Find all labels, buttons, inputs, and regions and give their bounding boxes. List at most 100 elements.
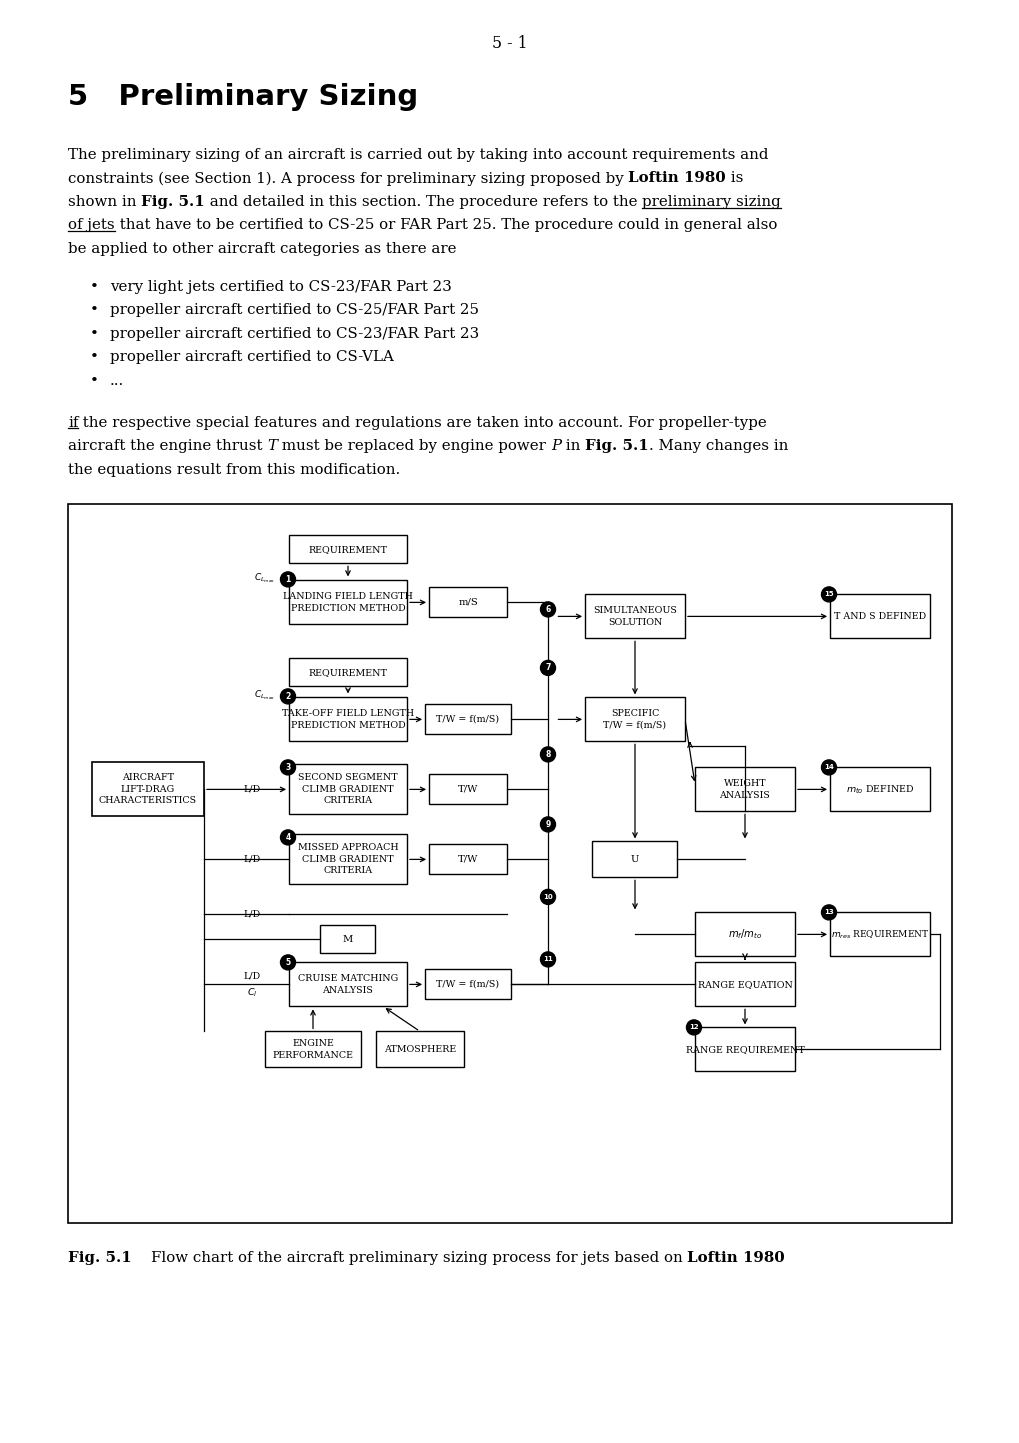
Text: $m_{to}$ DEFINED: $m_{to}$ DEFINED	[845, 784, 913, 795]
Text: M: M	[342, 935, 353, 944]
Bar	[829, 595, 929, 638]
Text: propeller aircraft certified to CS-23/FAR Part 23: propeller aircraft certified to CS-23/FA…	[110, 326, 479, 341]
Text: T: T	[267, 440, 277, 453]
Circle shape	[820, 905, 836, 919]
Text: REQUIREMENT: REQUIREMENT	[309, 668, 387, 677]
Text: m/S: m/S	[458, 597, 478, 608]
Text: $C_{L_{max}}$: $C_{L_{max}}$	[254, 688, 275, 703]
Text: SPECIFIC
T/W = f(m/S): SPECIFIC T/W = f(m/S)	[603, 709, 665, 730]
Circle shape	[820, 587, 836, 602]
Text: $C_{L_{max}}$: $C_{L_{max}}$	[254, 571, 275, 586]
Text: . Many changes in: . Many changes in	[648, 440, 788, 453]
Circle shape	[540, 889, 555, 905]
Text: RANGE EQUATION: RANGE EQUATION	[697, 980, 792, 988]
Text: •: •	[90, 280, 99, 293]
Text: Flow chart of the aircraft preliminary sizing process for jets based on: Flow chart of the aircraft preliminary s…	[131, 1251, 687, 1266]
Text: in: in	[560, 440, 585, 453]
Text: be applied to other aircraft categories as there are: be applied to other aircraft categories …	[68, 242, 457, 255]
Text: must be replaced by engine power: must be replaced by engine power	[277, 440, 550, 453]
Text: MISSED APPROACH
CLIMB GRADIENT
CRITERIA: MISSED APPROACH CLIMB GRADIENT CRITERIA	[298, 844, 398, 876]
Text: 11: 11	[542, 957, 552, 962]
Text: T/W = f(m/S): T/W = f(m/S)	[436, 714, 499, 724]
Text: the equations result from this modification.: the equations result from this modificat…	[68, 463, 399, 476]
Text: 1: 1	[285, 574, 290, 584]
Bar	[425, 970, 511, 1000]
Circle shape	[540, 817, 555, 833]
Bar	[288, 834, 407, 885]
Text: aircraft the engine thrust: aircraft the engine thrust	[68, 440, 267, 453]
Text: shown in: shown in	[68, 195, 141, 209]
Text: T/W: T/W	[458, 785, 478, 794]
Text: 4: 4	[285, 833, 290, 841]
Bar	[320, 925, 375, 954]
Text: L/D: L/D	[244, 854, 260, 864]
Bar	[694, 1027, 794, 1071]
Bar	[265, 1032, 361, 1068]
Text: Loftin 1980: Loftin 1980	[687, 1251, 784, 1266]
Text: CRUISE MATCHING
ANALYSIS: CRUISE MATCHING ANALYSIS	[298, 974, 397, 994]
Text: Fig. 5.1: Fig. 5.1	[141, 195, 205, 209]
Bar	[288, 580, 407, 625]
Bar	[429, 775, 506, 804]
Text: TAKE-OFF FIELD LENGTH
PREDICTION METHOD: TAKE-OFF FIELD LENGTH PREDICTION METHOD	[281, 709, 414, 730]
Circle shape	[540, 602, 555, 618]
Text: SIMULTANEOUS
SOLUTION: SIMULTANEOUS SOLUTION	[592, 606, 677, 626]
Text: ...: ...	[110, 374, 124, 388]
Bar	[288, 697, 407, 742]
Text: P: P	[550, 440, 560, 453]
Text: very light jets certified to CS-23/FAR Part 23: very light jets certified to CS-23/FAR P…	[110, 280, 451, 293]
Text: Fig. 5.1: Fig. 5.1	[585, 440, 648, 453]
Circle shape	[540, 747, 555, 762]
Text: 10: 10	[542, 893, 552, 900]
Text: propeller aircraft certified to CS-25/FAR Part 25: propeller aircraft certified to CS-25/FA…	[110, 303, 479, 317]
Text: T/W: T/W	[458, 854, 478, 864]
Text: REQUIREMENT: REQUIREMENT	[309, 545, 387, 554]
Text: SECOND SEGMENT
CLIMB GRADIENT
CRITERIA: SECOND SEGMENT CLIMB GRADIENT CRITERIA	[298, 773, 397, 805]
Bar	[288, 765, 407, 814]
Bar	[585, 697, 685, 742]
Text: if: if	[68, 416, 78, 430]
Bar	[376, 1032, 464, 1068]
Text: •: •	[90, 303, 99, 317]
Bar	[288, 962, 407, 1006]
Text: $C_l$: $C_l$	[247, 986, 257, 999]
Text: AIRCRAFT
LIFT-DRAG
CHARACTERISTICS: AIRCRAFT LIFT-DRAG CHARACTERISTICS	[99, 773, 197, 805]
Bar	[429, 844, 506, 874]
Circle shape	[280, 955, 296, 970]
Bar	[829, 912, 929, 957]
Text: The preliminary sizing of an aircraft is carried out by taking into account requ: The preliminary sizing of an aircraft is…	[68, 149, 767, 162]
Circle shape	[280, 760, 296, 775]
Text: L/D: L/D	[244, 911, 260, 919]
Text: 2: 2	[285, 691, 290, 701]
Text: 5   Preliminary Sizing: 5 Preliminary Sizing	[68, 84, 418, 111]
Bar	[694, 912, 794, 957]
Text: the respective special features and regulations are taken into account. For prop: the respective special features and regu…	[78, 416, 766, 430]
Text: and detailed in this section. The procedure refers to the: and detailed in this section. The proced…	[205, 195, 642, 209]
Bar	[585, 595, 685, 638]
Bar	[694, 962, 794, 1006]
Circle shape	[280, 571, 296, 587]
Circle shape	[686, 1020, 701, 1035]
Text: preliminary sizing: preliminary sizing	[642, 195, 781, 209]
Circle shape	[280, 688, 296, 704]
Bar	[829, 768, 929, 811]
Text: •: •	[90, 374, 99, 388]
Bar	[592, 841, 677, 877]
Text: Fig. 5.1: Fig. 5.1	[68, 1251, 131, 1266]
Text: 5 - 1: 5 - 1	[492, 35, 527, 52]
Text: 12: 12	[689, 1025, 698, 1030]
Text: ENGINE
PERFORMANCE: ENGINE PERFORMANCE	[272, 1039, 354, 1059]
Text: 6: 6	[545, 605, 550, 613]
Circle shape	[540, 661, 555, 675]
Bar	[694, 768, 794, 811]
Text: 14: 14	[823, 765, 834, 771]
Bar	[425, 704, 511, 734]
Circle shape	[280, 830, 296, 846]
Text: T/W = f(m/S): T/W = f(m/S)	[436, 980, 499, 988]
Text: 3: 3	[285, 763, 290, 772]
Circle shape	[540, 952, 555, 967]
Text: •: •	[90, 326, 99, 341]
Text: is: is	[726, 172, 743, 186]
Text: constraints (see Section 1). A process for preliminary sizing proposed by: constraints (see Section 1). A process f…	[68, 172, 628, 186]
Text: L/D: L/D	[244, 973, 260, 981]
